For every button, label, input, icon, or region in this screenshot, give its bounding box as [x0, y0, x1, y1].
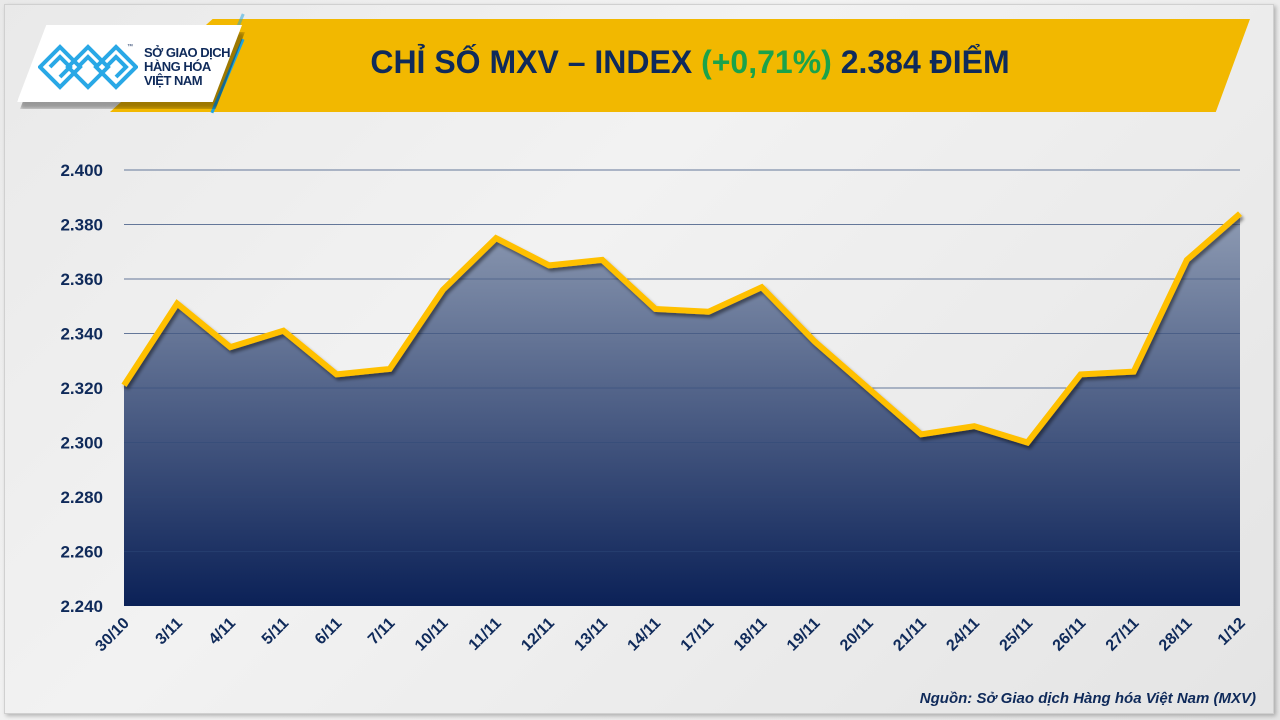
series-line — [121, 211, 1242, 446]
x-tick-label: 20/11 — [837, 615, 877, 655]
x-tick-label: 3/11 — [153, 615, 186, 648]
x-tick-label: 1/12 — [1215, 615, 1249, 649]
title-text: CHỈ SỐ MXV – INDEX — [370, 44, 693, 80]
title-banner — [110, 19, 1250, 112]
x-tick-label: 11/11 — [466, 615, 505, 654]
y-tick-label: 2.280 — [60, 488, 103, 507]
x-tick-label: 13/11 — [571, 615, 611, 655]
x-tick-label: 25/11 — [997, 615, 1037, 655]
x-tick-label: 17/11 — [678, 615, 718, 655]
area-fill — [124, 213, 1240, 606]
title-value: 2.384 ĐIỂM — [840, 44, 1010, 80]
page-title: CHỈ SỐ MXV – INDEX (+0,71%) 2.384 ĐIỂM — [300, 44, 1080, 81]
y-tick-label: 2.240 — [60, 597, 103, 616]
title-change: (+0,71%) — [701, 44, 832, 80]
x-tick-label: 18/11 — [731, 615, 771, 655]
x-tick-label: 27/11 — [1103, 615, 1143, 655]
y-tick-label: 2.320 — [60, 379, 103, 398]
logo-line-3: VIỆT NAM — [144, 73, 203, 88]
logo-tm: ™ — [127, 44, 133, 50]
logo-line-1: SỞ GIAO DỊCH — [144, 45, 230, 60]
y-tick-label: 2.300 — [60, 434, 103, 453]
x-tick-label: 4/11 — [206, 615, 239, 648]
x-tick-label: 24/11 — [943, 615, 983, 655]
x-tick-label: 19/11 — [784, 615, 824, 655]
x-tick-label: 28/11 — [1156, 615, 1196, 655]
chart-frame — [4, 4, 1274, 714]
x-tick-label: 6/11 — [312, 615, 345, 648]
x-tick-label: 12/11 — [518, 615, 558, 655]
x-tick-label: 7/11 — [365, 615, 398, 648]
y-tick-label: 2.340 — [60, 325, 103, 344]
source-note: Nguồn: Sở Giao dịch Hàng hóa Việt Nam (M… — [919, 690, 1256, 707]
logo-line-2: HÀNG HÓA — [144, 59, 211, 74]
logo-mark-icon — [38, 44, 138, 90]
x-tick-label: 5/11 — [259, 615, 292, 648]
y-tick-label: 2.360 — [60, 270, 103, 289]
x-tick-label: 21/11 — [890, 615, 930, 655]
x-tick-label: 14/11 — [625, 615, 665, 655]
logo-text: SỞ GIAO DỊCH HÀNG HÓA VIỆT NAM — [144, 46, 230, 88]
x-tick-label: 30/10 — [92, 615, 132, 655]
y-tick-label: 2.400 — [60, 161, 103, 180]
x-tick-label: 26/11 — [1050, 615, 1090, 655]
x-tick-label: 10/11 — [412, 615, 452, 655]
y-tick-label: 2.260 — [60, 543, 103, 562]
y-tick-label: 2.380 — [60, 216, 103, 235]
